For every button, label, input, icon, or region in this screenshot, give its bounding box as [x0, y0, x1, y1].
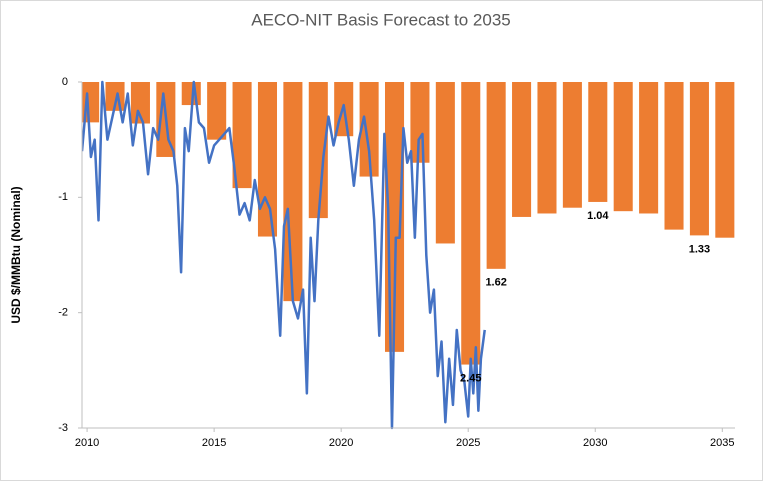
bar	[664, 82, 684, 230]
bar	[359, 82, 379, 177]
bar	[130, 82, 150, 124]
y-tick-label: -1	[58, 191, 68, 203]
value-label: 1.04	[587, 210, 609, 222]
x-tick-label: 2015	[202, 437, 226, 449]
bar	[588, 82, 608, 202]
bar	[639, 82, 659, 214]
x-tick-label: 2030	[583, 437, 607, 449]
bar	[435, 82, 455, 244]
bar	[562, 82, 582, 208]
bar	[207, 82, 227, 140]
bar	[512, 82, 532, 217]
bar	[689, 82, 709, 236]
bar	[308, 82, 328, 219]
chart-title: AECO-NIT Basis Forecast to 2035	[251, 10, 511, 29]
bar	[283, 82, 303, 302]
value-label: 2.45	[460, 372, 481, 384]
x-tick-label: 2010	[75, 437, 99, 449]
bar	[232, 82, 252, 189]
bar	[715, 82, 735, 238]
x-tick-label: 2035	[710, 437, 734, 449]
x-tick-label: 2025	[456, 437, 480, 449]
line-layer	[82, 80, 486, 430]
y-axis-label: USD $/MMBtu (Nominal)	[9, 186, 23, 323]
bar	[461, 82, 481, 365]
value-label: 1.33	[689, 243, 710, 255]
bar	[537, 82, 557, 214]
bar	[613, 82, 633, 212]
x-tick-label: 2020	[329, 437, 353, 449]
y-tick-label: -3	[58, 422, 68, 434]
y-tick-label: 0	[62, 76, 68, 88]
bar	[257, 82, 278, 237]
line-series	[82, 80, 486, 430]
bar	[410, 82, 430, 163]
bar	[486, 82, 506, 269]
y-tick-label: -2	[58, 307, 68, 319]
value-label: 1.62	[485, 277, 506, 289]
